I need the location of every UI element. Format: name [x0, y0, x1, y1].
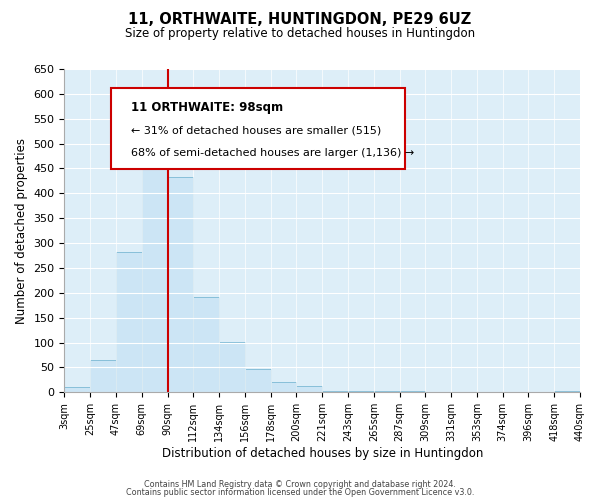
Bar — [219, 342, 245, 392]
Bar — [116, 252, 142, 392]
Bar — [296, 386, 322, 392]
Bar — [90, 360, 116, 392]
Text: 11, ORTHWAITE, HUNTINGDON, PE29 6UZ: 11, ORTHWAITE, HUNTINGDON, PE29 6UZ — [128, 12, 472, 28]
X-axis label: Distribution of detached houses by size in Huntingdon: Distribution of detached houses by size … — [161, 447, 483, 460]
Bar — [193, 297, 219, 392]
Text: ← 31% of detached houses are smaller (515): ← 31% of detached houses are smaller (51… — [131, 126, 382, 136]
Text: 68% of semi-detached houses are larger (1,136) →: 68% of semi-detached houses are larger (… — [131, 148, 415, 158]
Y-axis label: Number of detached properties: Number of detached properties — [15, 138, 28, 324]
FancyBboxPatch shape — [111, 88, 404, 169]
Text: Size of property relative to detached houses in Huntingdon: Size of property relative to detached ho… — [125, 28, 475, 40]
Bar — [245, 369, 271, 392]
Text: 11 ORTHWAITE: 98sqm: 11 ORTHWAITE: 98sqm — [131, 102, 284, 114]
Bar — [64, 388, 90, 392]
Bar — [271, 382, 296, 392]
Text: Contains public sector information licensed under the Open Government Licence v3: Contains public sector information licen… — [126, 488, 474, 497]
Bar — [554, 391, 580, 392]
Text: Contains HM Land Registry data © Crown copyright and database right 2024.: Contains HM Land Registry data © Crown c… — [144, 480, 456, 489]
Bar — [142, 136, 167, 392]
Bar — [167, 177, 193, 392]
